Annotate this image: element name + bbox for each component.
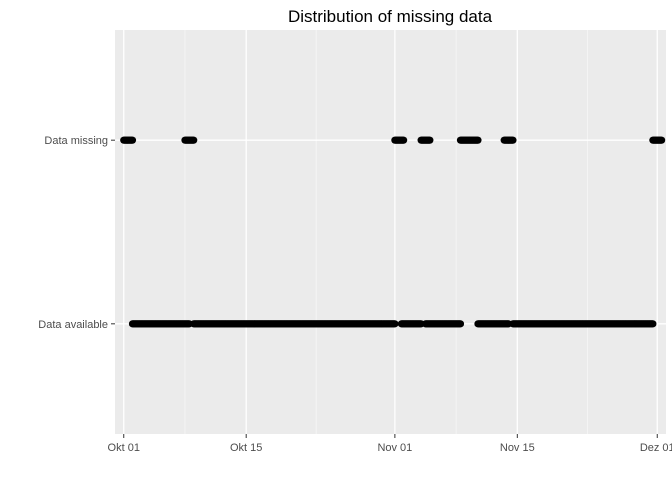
data-point [426,136,434,144]
point-run-0-1 [181,136,198,144]
point-run-0-5 [500,136,517,144]
point-run-1-3 [421,320,465,328]
point-run-1-2 [397,320,425,328]
point-run-1-1 [190,320,399,328]
y-tick-label-1: Data missing [44,135,108,147]
data-point [509,136,517,144]
point-run-0-6 [649,136,666,144]
point-run-0-4 [456,136,482,144]
x-tick-label-4: Dez 01 [640,442,672,454]
y-axis: Data available Data missing [38,135,115,331]
data-point [474,136,482,144]
x-tick-label-0: Okt 01 [108,442,140,454]
point-run-1-0 [128,320,193,328]
data-points [120,136,666,328]
plot-panel [115,30,666,434]
chart-title: Distribution of missing data [288,7,493,26]
point-run-0-2 [391,136,408,144]
x-tick-label-2: Nov 01 [377,442,412,454]
point-run-0-3 [417,136,434,144]
point-run-1-4 [474,320,513,328]
y-tick-label-0: Data available [38,319,108,331]
data-point [400,136,408,144]
x-tick-label-3: Nov 15 [500,442,535,454]
minor-gridlines [184,30,588,434]
data-point [456,320,465,328]
data-point [128,136,137,144]
point-run-0-0 [120,136,137,144]
data-point [658,136,666,144]
point-run-1-5 [509,320,657,328]
data-point [190,136,198,144]
x-axis: Okt 01 Okt 15 Nov 01 Nov 15 Dez 01 [108,434,672,454]
data-point [391,320,399,328]
x-tick-label-1: Okt 15 [230,442,262,454]
data-point [649,320,657,328]
